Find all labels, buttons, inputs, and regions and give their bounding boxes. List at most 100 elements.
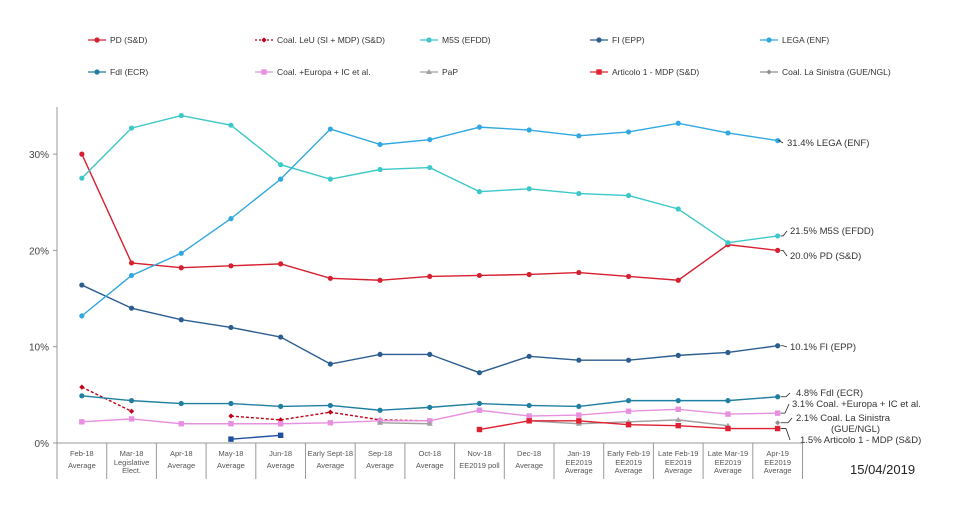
data-point — [775, 233, 781, 239]
x-tick-label: Sep-18 — [368, 449, 392, 458]
data-point — [79, 313, 85, 319]
legend-label: FdI (ECR) — [110, 67, 148, 77]
end-label: 3.1% Coal. +Europa + IC et al. — [792, 399, 921, 410]
legend-marker — [94, 69, 100, 75]
data-point — [178, 421, 184, 427]
x-tick-label: Early Sept-18 — [308, 449, 353, 458]
x-tick-label: EE2019 — [715, 458, 742, 467]
x-tick-label: Jun-18 — [269, 449, 292, 458]
label-leader — [777, 140, 784, 144]
label-leader — [780, 417, 793, 424]
data-point — [377, 419, 384, 425]
x-tick-label: Average — [68, 461, 96, 470]
legend-item: LEGA (ENF) — [760, 35, 829, 45]
series-10 — [228, 432, 284, 442]
data-point — [476, 426, 483, 433]
end-label: (GUE/NGL) — [831, 424, 880, 435]
data-point — [625, 357, 632, 363]
data-point — [128, 398, 135, 404]
data-point — [277, 432, 284, 438]
legend-item: Coal. La Sinistra (GUE/NGL) — [760, 67, 891, 77]
legend-label: LEGA (ENF) — [782, 35, 829, 45]
data-point — [228, 216, 234, 222]
legend-label: PaP — [442, 67, 458, 77]
data-point — [526, 271, 532, 278]
data-point — [377, 277, 383, 283]
x-tick-label: Average — [764, 466, 792, 475]
data-point — [775, 138, 781, 144]
x-tick-label: Average — [366, 461, 394, 470]
data-point — [526, 418, 532, 424]
data-point — [327, 361, 333, 367]
data-point — [775, 343, 781, 349]
data-point — [675, 352, 681, 358]
data-point — [476, 400, 483, 407]
data-point — [228, 400, 234, 407]
data-point — [327, 402, 333, 409]
data-point — [576, 412, 582, 418]
data-point — [526, 186, 532, 192]
data-point — [79, 175, 85, 181]
y-tick-label: 20% — [29, 246, 49, 257]
legend-marker — [426, 37, 432, 43]
data-point — [675, 398, 681, 404]
end-label: 2.1% Coal. La Sinistra — [796, 413, 891, 424]
x-tick-label: Average — [615, 466, 643, 475]
data-point — [625, 422, 632, 428]
x-tick-label: EE2019 poll — [459, 461, 500, 470]
end-label: 31.4% LEGA (ENF) — [787, 138, 869, 149]
data-point — [775, 420, 781, 426]
legend-label: Coal. La Sinistra (GUE/NGL) — [782, 67, 891, 77]
data-point — [725, 398, 731, 404]
data-point — [427, 164, 433, 171]
x-tick-label: EE2019 — [615, 458, 642, 467]
data-point — [79, 419, 85, 425]
data-point — [278, 334, 284, 340]
data-point — [426, 420, 433, 426]
legend-marker — [261, 69, 267, 75]
label-leader — [780, 345, 788, 348]
data-point — [128, 125, 135, 131]
series-2 — [79, 112, 781, 246]
data-point — [526, 127, 532, 133]
series-3 — [79, 282, 781, 376]
data-point — [775, 247, 781, 253]
legend-marker — [596, 37, 602, 43]
data-point — [228, 436, 234, 442]
legend-marker — [766, 37, 772, 43]
data-point — [327, 126, 333, 132]
data-point — [427, 137, 433, 143]
x-tick-label: Average — [565, 466, 593, 475]
data-point — [476, 124, 483, 130]
legend-item: PaP — [420, 67, 458, 77]
data-point — [79, 393, 85, 399]
data-point — [675, 416, 682, 422]
data-point — [725, 349, 731, 356]
legend-label: FI (EPP) — [612, 35, 645, 45]
data-point — [526, 402, 532, 409]
data-point — [178, 400, 184, 407]
legend-marker — [94, 37, 100, 43]
series-0 — [79, 151, 781, 283]
data-point — [725, 411, 731, 417]
x-tick-label: Legislative — [114, 458, 149, 467]
data-point — [576, 418, 582, 424]
data-point — [228, 263, 234, 269]
end-label: 10.1% FI (EPP) — [790, 342, 856, 353]
label-leader — [780, 230, 788, 237]
label-leader — [780, 428, 791, 441]
data-point — [178, 250, 184, 256]
series-9 — [775, 420, 781, 426]
data-point — [377, 166, 383, 173]
data-point — [278, 176, 284, 182]
legend-item: FdI (ECR) — [88, 67, 148, 77]
series-line — [81, 284, 778, 374]
date-stamp: 15/04/2019 — [850, 462, 916, 477]
data-point — [79, 384, 85, 390]
y-tick-label: 30% — [29, 150, 49, 161]
legend-item: PD (S&D) — [88, 35, 147, 45]
legend-item: M5S (EFDD) — [420, 35, 491, 45]
data-point — [278, 261, 284, 267]
y-tick-label: 10% — [29, 343, 49, 354]
